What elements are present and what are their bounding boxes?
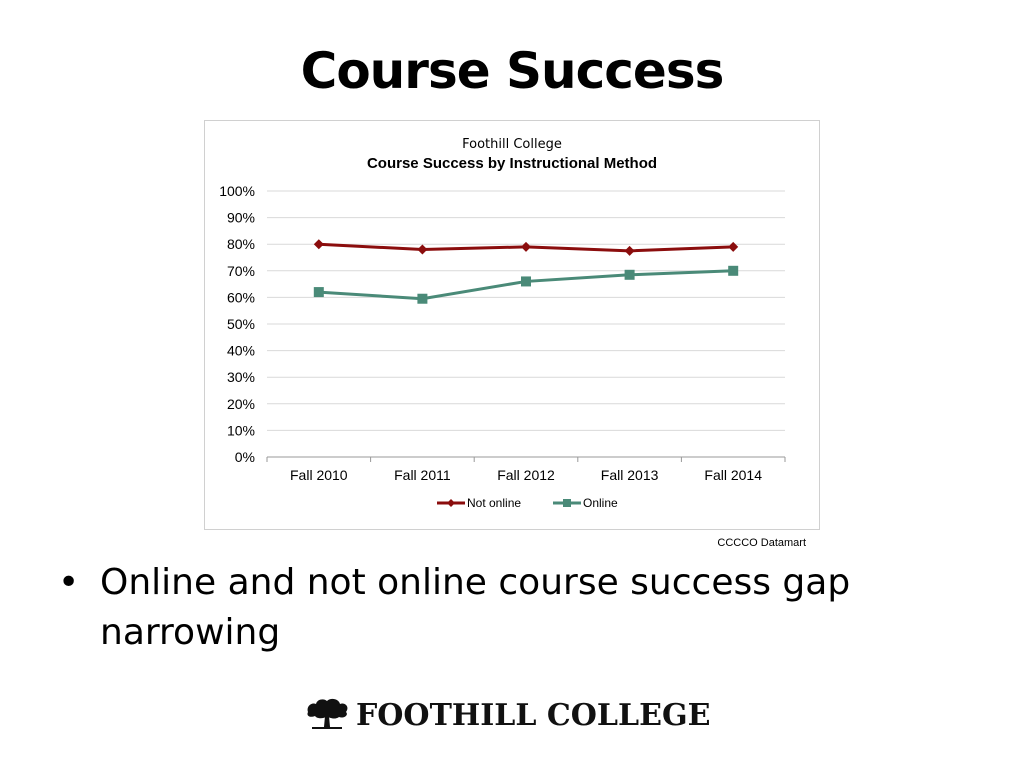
y-tick-label: 60% xyxy=(227,289,255,305)
y-tick-label: 50% xyxy=(227,316,255,332)
bullet-text: Online and not online course success gap… xyxy=(100,562,851,653)
chart-frame: Foothill College Course Success by Instru… xyxy=(204,120,820,530)
data-point xyxy=(417,244,428,255)
data-point xyxy=(417,293,428,304)
legend-marker xyxy=(563,499,571,507)
data-point xyxy=(728,265,739,276)
y-tick-label: 100% xyxy=(219,183,255,199)
y-tick-label: 80% xyxy=(227,236,255,252)
legend-label: Not online xyxy=(467,496,521,510)
x-tick-label: Fall 2014 xyxy=(704,467,762,483)
chart-title: Course Success by Instructional Method xyxy=(367,155,657,172)
data-point xyxy=(521,241,531,252)
data-point xyxy=(624,245,635,256)
data-point xyxy=(624,269,635,280)
x-tick-label: Fall 2013 xyxy=(601,467,659,483)
x-tick-label: Fall 2012 xyxy=(497,467,555,483)
x-tick-label: Fall 2011 xyxy=(394,467,451,483)
logo-text: FOOTHILL COLLEGE xyxy=(356,698,711,733)
data-point xyxy=(521,276,531,287)
y-tick-label: 90% xyxy=(227,210,255,226)
y-tick-label: 40% xyxy=(227,343,255,359)
data-point xyxy=(313,239,324,250)
legend-label: Online xyxy=(583,496,618,510)
y-tick-label: 30% xyxy=(227,369,255,385)
data-point xyxy=(728,241,739,252)
legend-marker xyxy=(447,499,455,507)
x-tick-label: Fall 2010 xyxy=(290,467,348,483)
y-tick-label: 10% xyxy=(227,422,255,438)
oak-tree-icon xyxy=(307,698,348,729)
slide-title: Course Success xyxy=(300,42,725,100)
line-chart: Foothill College Course Success by Instru… xyxy=(219,137,786,510)
y-tick-label: 70% xyxy=(227,263,255,279)
y-tick-label: 20% xyxy=(227,396,255,412)
foothill-logo: FOOTHILL COLLEGE xyxy=(304,694,724,734)
chart-subtitle: Foothill College xyxy=(462,137,562,152)
y-tick-label: 0% xyxy=(235,449,255,465)
source-note: CCCCO Datamart xyxy=(717,537,806,549)
data-point xyxy=(313,287,324,298)
bullet-marker: • xyxy=(58,562,80,603)
